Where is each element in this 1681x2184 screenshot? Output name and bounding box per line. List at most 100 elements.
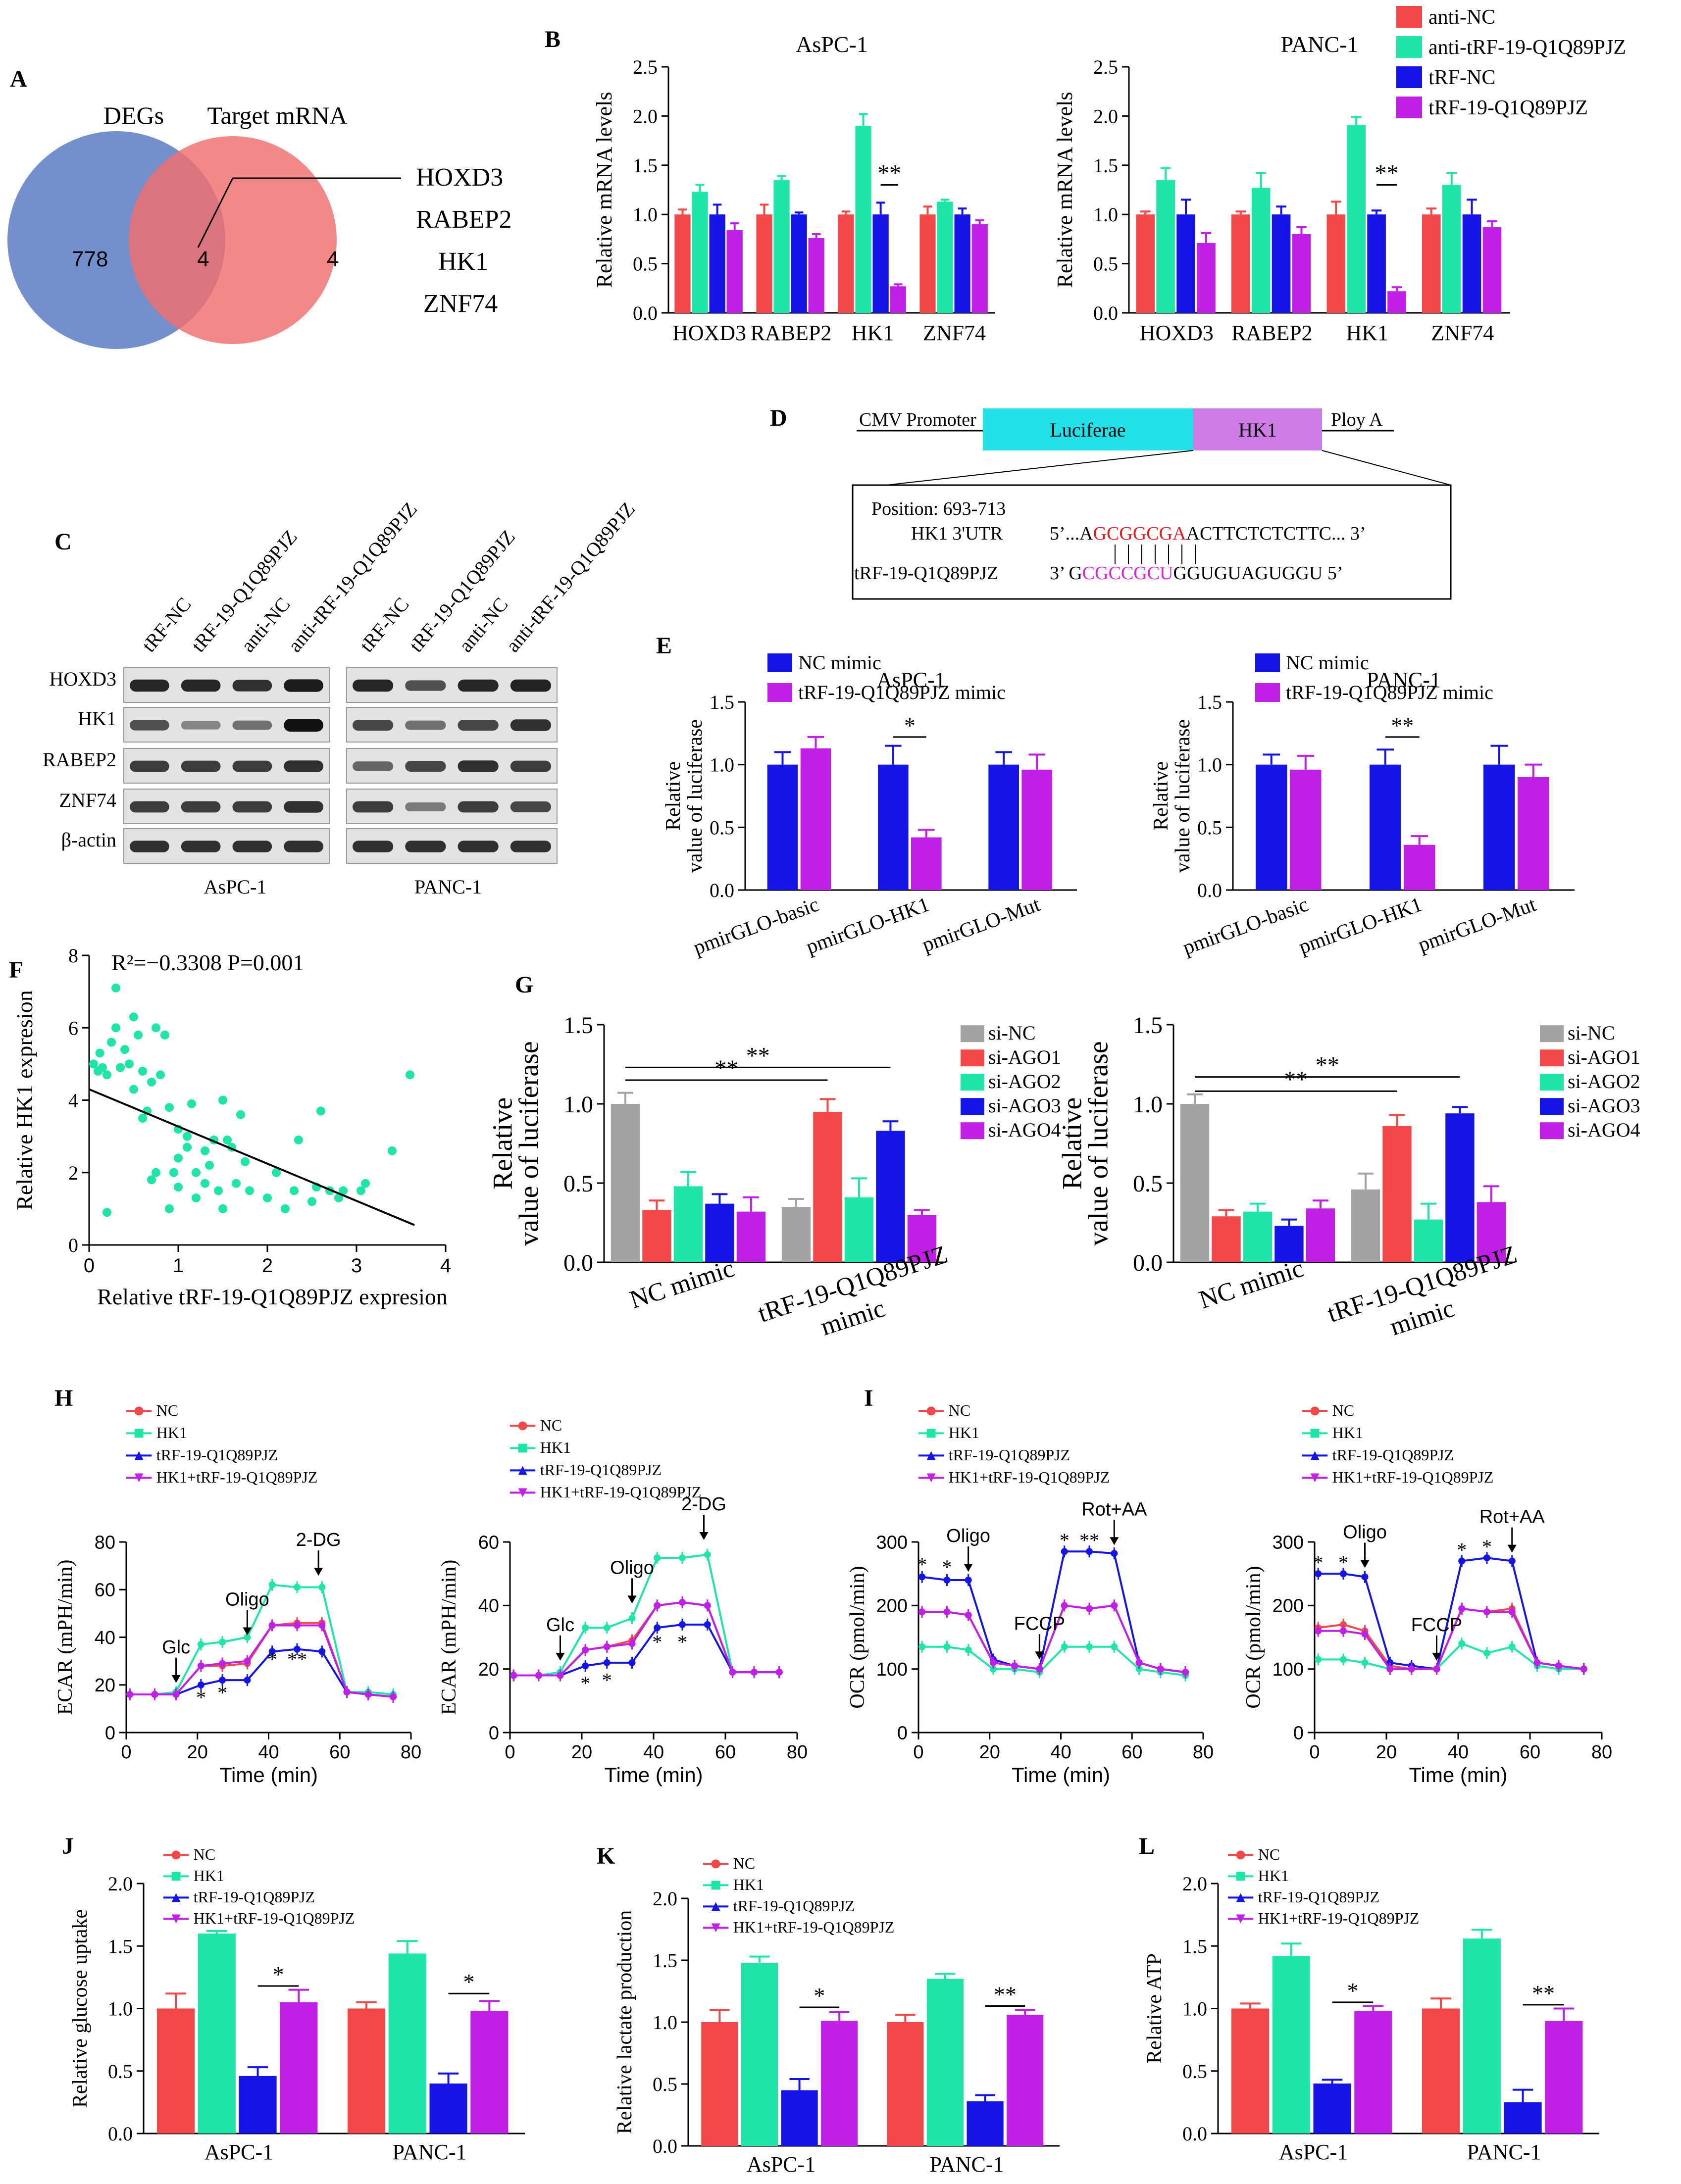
blot-band bbox=[510, 679, 551, 692]
data-point bbox=[535, 1672, 542, 1679]
legend-marker bbox=[1236, 1872, 1245, 1881]
series-line bbox=[922, 1645, 1186, 1677]
significance-mark: * bbox=[904, 713, 916, 738]
y-tick-label: 2.0 bbox=[1093, 105, 1118, 127]
panel-letter-b: B bbox=[545, 26, 560, 52]
legend-swatch bbox=[767, 653, 792, 672]
cmv-promoter-label: CMV Promoter bbox=[859, 409, 976, 430]
bar bbox=[239, 2076, 277, 2134]
legend-swatch bbox=[767, 683, 792, 702]
panel-letter-g: G bbox=[515, 972, 533, 998]
scatter-point bbox=[192, 1193, 201, 1202]
venn-target-label: Target mRNA bbox=[207, 101, 347, 129]
blot-band bbox=[458, 841, 499, 852]
scatter-point bbox=[152, 1023, 160, 1033]
data-point bbox=[390, 1693, 397, 1700]
arrow-head bbox=[243, 1627, 252, 1636]
bar bbox=[926, 1979, 964, 2146]
data-point bbox=[965, 1646, 972, 1654]
blot-band bbox=[284, 801, 323, 813]
x-axis-label: Time (min) bbox=[1409, 1763, 1507, 1787]
bar bbox=[1292, 234, 1311, 313]
x-tick-label: 2 bbox=[262, 1255, 273, 1277]
trf-seq-5p: GGUGUAGUGGU 5’ bbox=[1173, 563, 1343, 584]
lane-label: anti-tRF-19-Q1Q89PJZ bbox=[283, 498, 421, 656]
data-point bbox=[1508, 1608, 1516, 1616]
legend-marker bbox=[518, 1443, 527, 1453]
bar bbox=[1313, 2084, 1351, 2134]
scatter-point bbox=[357, 1186, 365, 1195]
legend-label: si-AGO4 bbox=[1568, 1119, 1640, 1141]
data-point bbox=[582, 1662, 589, 1670]
injection-label: FCCP bbox=[1411, 1615, 1462, 1636]
scatter-point bbox=[232, 1179, 241, 1188]
x-tick-label: AsPC-1 bbox=[1279, 2140, 1348, 2164]
blot-band bbox=[405, 841, 446, 852]
x-tick-label: AsPC-1 bbox=[204, 2140, 273, 2164]
bar bbox=[709, 214, 725, 313]
legend-marker bbox=[1310, 1406, 1320, 1416]
scatter-point bbox=[95, 1048, 104, 1058]
protein-label: RABEP2 bbox=[43, 748, 116, 771]
bar bbox=[781, 2090, 818, 2146]
panel-letter-e: E bbox=[656, 633, 672, 659]
data-point bbox=[268, 1622, 276, 1629]
bar bbox=[1272, 214, 1291, 313]
scatter-point bbox=[160, 1030, 169, 1040]
blot-band bbox=[458, 679, 499, 692]
x-tick-label: 20 bbox=[187, 1742, 208, 1763]
bar bbox=[1545, 2021, 1583, 2134]
y-tick-label: 0.0 bbox=[108, 2123, 133, 2145]
bar bbox=[890, 286, 906, 313]
legend-swatch bbox=[961, 1025, 984, 1042]
y-axis-label: ECAR (mPH/min) bbox=[54, 1560, 77, 1715]
data-point bbox=[918, 1643, 926, 1650]
bar bbox=[1477, 1202, 1506, 1262]
scatter-point bbox=[183, 1142, 192, 1152]
arrow-head bbox=[627, 1595, 637, 1604]
x-tick-label: RABEP2 bbox=[751, 321, 832, 345]
panel-letter-i: I bbox=[864, 1385, 873, 1411]
scatter-point bbox=[107, 1038, 116, 1047]
bar bbox=[773, 180, 790, 313]
data-point bbox=[1340, 1656, 1347, 1663]
blot-band bbox=[130, 841, 169, 852]
y-tick-label: 2.0 bbox=[108, 1873, 133, 1895]
legend-swatch bbox=[1540, 1074, 1564, 1091]
y-axis-label: OCR (pmol/min) bbox=[846, 1566, 869, 1708]
data-point bbox=[1508, 1557, 1516, 1565]
y-axis-label: value of luciferase bbox=[684, 719, 707, 873]
data-point bbox=[989, 1659, 997, 1666]
protein-label: HK1 bbox=[78, 707, 116, 730]
position-label: Position: 693-713 bbox=[871, 498, 1006, 519]
bar bbox=[1274, 1226, 1304, 1262]
legend-label: HK1 bbox=[1258, 1867, 1289, 1885]
data-point bbox=[1011, 1662, 1019, 1670]
legend-label: NC bbox=[1258, 1845, 1280, 1863]
legend-marker bbox=[1236, 1914, 1245, 1924]
series-line bbox=[922, 1604, 1186, 1674]
bar bbox=[756, 214, 772, 313]
polya-label: Ploy A bbox=[1331, 409, 1383, 430]
data-point bbox=[1157, 1665, 1164, 1673]
x-tick-label: 0 bbox=[1309, 1742, 1320, 1763]
y-tick-label: 1.0 bbox=[1133, 1092, 1163, 1118]
arrow-head bbox=[314, 1568, 323, 1576]
utr-seq-5p: 5’...A bbox=[1050, 523, 1093, 544]
y-tick-label: 2.5 bbox=[633, 56, 658, 78]
legend-marker bbox=[134, 1473, 144, 1483]
legend-label: NC bbox=[156, 1401, 178, 1419]
x-tick-label: 40 bbox=[1448, 1742, 1469, 1763]
chart-title: AsPC-1 bbox=[876, 668, 945, 692]
y-tick-label: 2.5 bbox=[1093, 56, 1118, 78]
venn-gene-4: ZNF74 bbox=[423, 290, 498, 318]
y-tick-label: 0 bbox=[489, 1723, 499, 1743]
legend-marker bbox=[711, 1881, 720, 1890]
scatter-point bbox=[129, 1012, 138, 1022]
blot-band bbox=[284, 719, 323, 732]
chart-k: 0.0 0.5 1.0 1.5 2.0 Relative lactate producti… bbox=[613, 1887, 1060, 2177]
